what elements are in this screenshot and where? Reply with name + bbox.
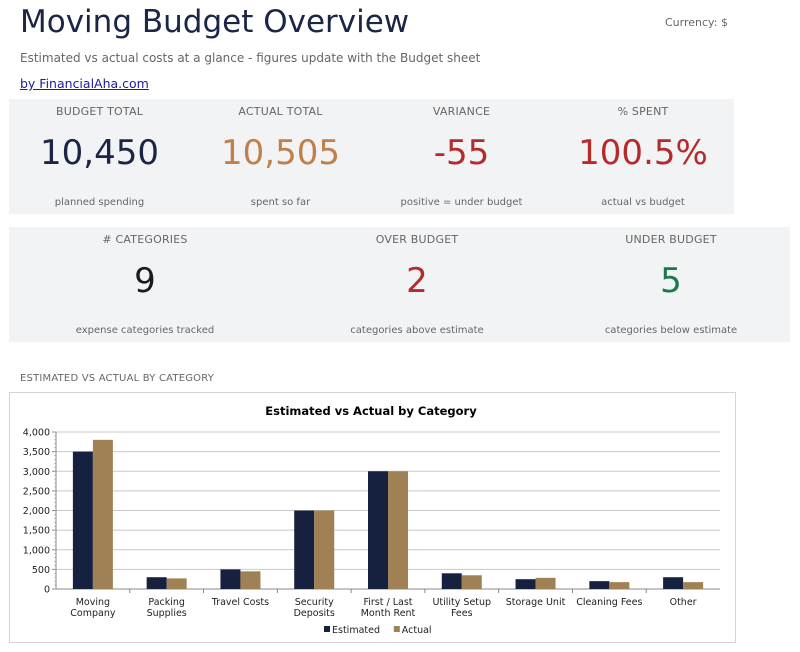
kpi-label: BUDGET TOTAL — [55, 105, 144, 118]
x-tick-label: Packing Supplies — [147, 597, 187, 619]
bar-estimated — [441, 573, 462, 589]
currency-label: Currency: $ — [665, 16, 728, 29]
kpi-caption: categories below estimate — [604, 325, 738, 336]
kpi-caption: categories above estimate — [350, 325, 484, 336]
x-tick-label: Moving Company — [70, 597, 116, 619]
bar-estimated — [515, 579, 536, 589]
section-heading: ESTIMATED VS ACTUAL BY CATEGORY — [20, 373, 215, 384]
kpi-category-count: # CATEGORIES 9 expense categories tracke… — [9, 227, 281, 342]
kpi-variance: VARIANCE -55 positive = under budget — [371, 99, 552, 214]
bar-estimated — [72, 451, 93, 589]
kpi-over-budget: OVER BUDGET 2 categories above estimate — [281, 227, 553, 342]
bar-actual — [388, 471, 408, 589]
kpi-under-budget: UNDER BUDGET 5 categories below estimate — [533, 227, 800, 342]
y-tick-label: 4,000 — [23, 428, 50, 439]
bar-chart: Estimated vs Actual by Category 0 500 1,000… — [23, 404, 720, 636]
kpi-label: UNDER BUDGET — [625, 233, 717, 246]
bar-estimated — [589, 581, 610, 589]
kpi-value: 2 — [406, 261, 428, 301]
kpi-value: -55 — [433, 133, 490, 173]
x-tick-label: Other — [670, 597, 697, 608]
bar-estimated — [368, 471, 388, 589]
x-tick-label: Storage Unit — [506, 597, 566, 608]
kpi-panel-totals: BUDGET TOTAL 10,450 planned spending ACT… — [9, 99, 734, 214]
kpi-label: # CATEGORIES — [102, 233, 188, 246]
kpi-value: 100.5% — [578, 133, 708, 173]
legend-swatch — [324, 626, 330, 632]
kpi-actual-total: ACTUAL TOTAL 10,505 spent so far — [190, 99, 371, 214]
kpi-value: 10,450 — [40, 133, 159, 173]
kpi-label: OVER BUDGET — [375, 233, 459, 246]
y-tick-label: 2,000 — [23, 506, 50, 517]
y-tick-label: 3,000 — [23, 467, 50, 478]
y-tick-label: 1,500 — [23, 526, 50, 537]
x-tick-label: Travel Costs — [211, 597, 269, 608]
bar-actual — [535, 577, 556, 589]
y-tick-label: 0 — [44, 585, 50, 596]
x-tick-label: First / Last Month Rent — [361, 597, 416, 619]
y-tick-label: 3,500 — [23, 447, 50, 458]
bar-actual — [683, 582, 704, 589]
bar-estimated — [146, 577, 167, 589]
x-tick-label: Cleaning Fees — [576, 597, 642, 608]
y-tick-label: 2,500 — [23, 486, 50, 497]
y-tick-label: 1,000 — [23, 545, 50, 556]
bar-estimated — [663, 577, 684, 589]
legend-swatch — [393, 626, 400, 632]
kpi-value: 9 — [134, 261, 156, 301]
page-subtitle: Estimated vs actual costs at a glance - … — [20, 51, 481, 65]
kpi-label: % SPENT — [617, 105, 669, 118]
kpi-label: VARIANCE — [432, 105, 491, 118]
kpi-label: ACTUAL TOTAL — [238, 105, 323, 118]
kpi-value: 10,505 — [221, 133, 340, 173]
bar-actual — [461, 575, 482, 589]
legend-label: Actual — [402, 625, 432, 636]
kpi-percent-spent: % SPENT 100.5% actual vs budget — [552, 99, 734, 214]
y-tick-label: 500 — [32, 565, 50, 576]
legend-label: Estimated — [332, 625, 380, 636]
kpi-caption: positive = under budget — [400, 197, 523, 208]
kpi-caption: expense categories tracked — [75, 325, 215, 336]
bar-actual — [240, 571, 261, 589]
bar-actual — [314, 510, 335, 589]
kpi-caption: planned spending — [54, 197, 145, 208]
page-title: Moving Budget Overview — [20, 4, 410, 40]
kpi-caption: spent so far — [250, 197, 311, 208]
bar-estimated — [294, 510, 315, 589]
chart-container: Estimated vs Actual by Category 0 500 1,000… — [9, 392, 736, 643]
kpi-caption: actual vs budget — [601, 197, 685, 208]
kpi-panel-categories: # CATEGORIES 9 expense categories tracke… — [9, 227, 790, 342]
bar-actual — [609, 582, 630, 589]
credit-link[interactable]: by FinancialAha.com — [20, 76, 149, 91]
chart-title: Estimated vs Actual by Category — [265, 404, 477, 418]
x-tick-label: Utility Setup Fees — [432, 597, 491, 619]
kpi-value: 5 — [660, 261, 682, 301]
bar-estimated — [220, 569, 241, 589]
x-tick-label: Security Deposits — [294, 597, 335, 619]
bar-actual — [92, 439, 113, 589]
kpi-budget-total: BUDGET TOTAL 10,450 planned spending — [9, 99, 190, 214]
bar-actual — [166, 578, 187, 589]
